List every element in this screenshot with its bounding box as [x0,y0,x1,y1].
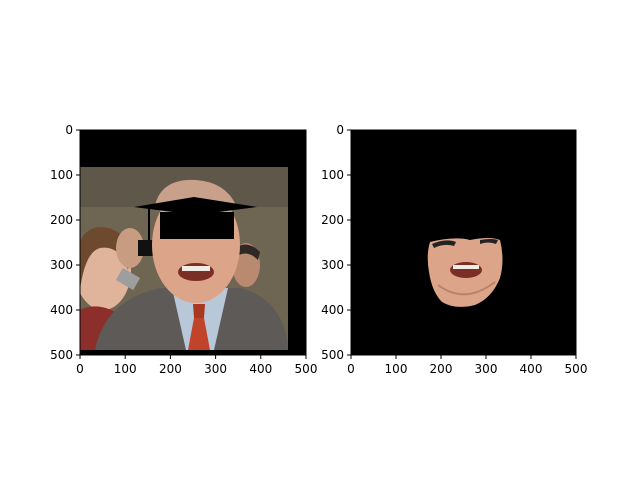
left-axes-frame [79,129,307,356]
left-xtick-label: 400 [249,362,272,376]
left-xtick-label: 300 [204,362,227,376]
right-xtick-label: 200 [430,362,453,376]
right-xtick-label: 500 [565,362,588,376]
right-xtick-label: 0 [347,362,355,376]
right-ytick-label: 200 [321,213,344,227]
right-ytick-label: 300 [321,258,344,272]
cap-top-mask [134,197,257,215]
right-ytick-label: 100 [321,168,344,182]
right-xtick-label: 300 [475,362,498,376]
left-xtick-label: 0 [76,362,84,376]
right-ytick-label: 0 [336,123,344,137]
left-ytick-label: 300 [50,258,73,272]
left-image [80,130,306,355]
right-ytick-label: 500 [321,348,344,362]
eye-mask [160,212,234,239]
left-xtick-label: 500 [295,362,318,376]
right-ytick-label: 400 [321,303,344,317]
right-xtick-label: 100 [385,362,408,376]
left-ytick-label: 400 [50,303,73,317]
left-ytick-label: 500 [50,348,73,362]
right-xtick-label: 400 [520,362,543,376]
left-ytick-label: 100 [50,168,73,182]
right-image [351,130,576,355]
left-xtick-label: 100 [114,362,137,376]
left-ytick-label: 0 [65,123,73,137]
left-ytick-label: 200 [50,213,73,227]
right-axes-frame [350,129,577,356]
photo [80,167,288,350]
left-xtick-label: 200 [159,362,182,376]
